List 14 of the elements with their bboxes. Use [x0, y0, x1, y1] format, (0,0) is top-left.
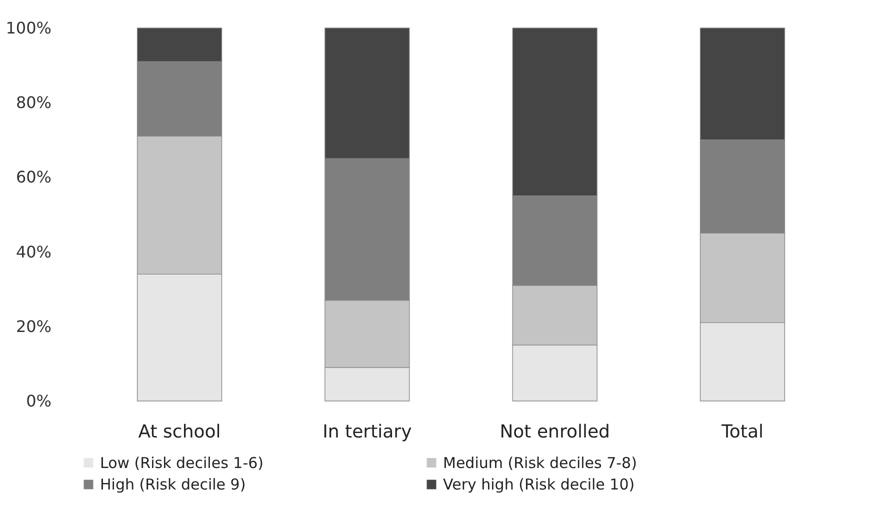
x-tick-label: At school — [138, 422, 221, 442]
y-tick-label: 60% — [16, 168, 52, 187]
y-tick-label: 100% — [6, 18, 52, 38]
y-tick-label: 40% — [16, 242, 52, 262]
legend-label: Low (Risk deciles 1-6) — [100, 454, 264, 472]
y-tick-label: 80% — [16, 93, 52, 112]
x-tick-label: Not enrolled — [500, 422, 610, 442]
y-tick-label: 0% — [26, 392, 52, 410]
x-tick-label: In tertiary — [322, 422, 412, 442]
legend-label: High (Risk decile 9) — [100, 476, 246, 494]
legend-label: Medium (Risk deciles 7-8) — [443, 454, 637, 472]
legend-label: Very high (Risk decile 10) — [443, 476, 635, 494]
y-tick-label: 20% — [16, 316, 52, 336]
x-tick-label: Total — [720, 422, 764, 442]
